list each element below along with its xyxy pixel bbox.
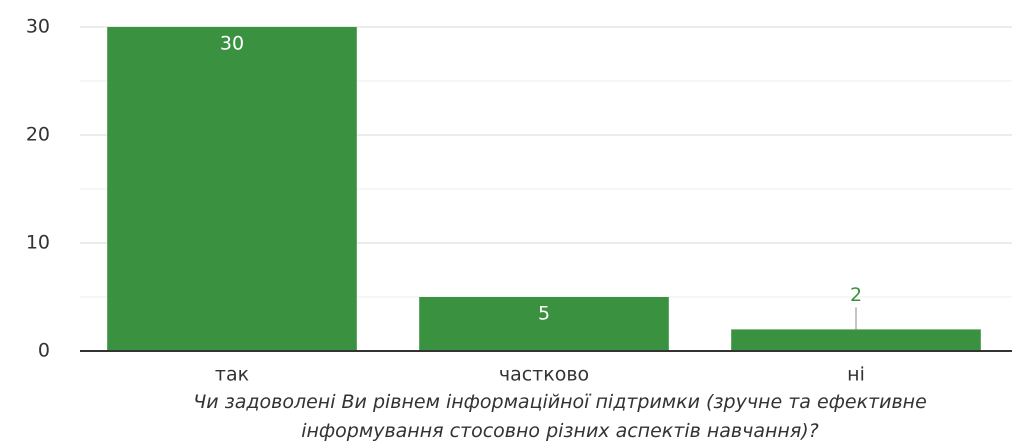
x-tick-label: частково — [499, 364, 589, 386]
bar — [107, 27, 357, 351]
y-tick-label: 20 — [26, 124, 50, 146]
chart: 0 10 20 30 так 30 частково 5 ні 2 — [26, 16, 1012, 386]
x-tick-label: ні — [847, 364, 865, 386]
y-tick-label: 0 — [38, 340, 50, 362]
data-label: 2 — [850, 284, 862, 306]
y-tick-label: 30 — [26, 16, 50, 38]
bar — [419, 297, 669, 351]
data-label: 30 — [220, 33, 244, 55]
x-tick-label: так — [215, 364, 249, 386]
data-label: 5 — [538, 303, 550, 325]
bar — [731, 329, 981, 351]
y-tick-label: 10 — [26, 232, 50, 254]
x-axis-label: Чи задоволені Ви рівнем інформаційної пі… — [193, 391, 927, 442]
